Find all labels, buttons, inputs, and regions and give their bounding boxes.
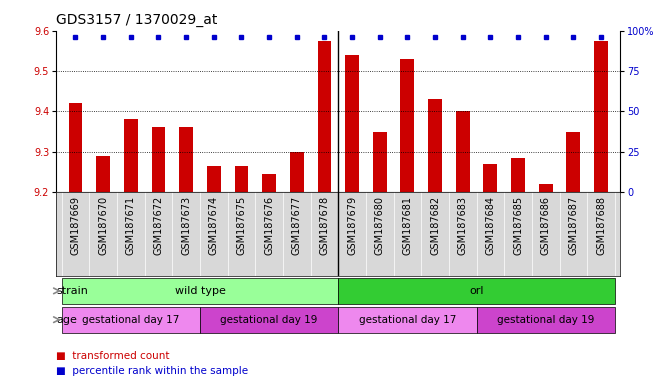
Bar xyxy=(338,307,477,333)
Text: wild type: wild type xyxy=(174,286,225,296)
Bar xyxy=(124,119,138,192)
Text: GSM187688: GSM187688 xyxy=(596,196,606,255)
Text: GSM187669: GSM187669 xyxy=(71,196,81,255)
Bar xyxy=(484,164,497,192)
Text: orl: orl xyxy=(469,286,484,296)
Bar xyxy=(594,41,608,192)
Text: GSM187673: GSM187673 xyxy=(181,196,191,255)
Bar xyxy=(401,59,414,192)
Text: GSM187680: GSM187680 xyxy=(375,196,385,255)
Bar xyxy=(317,41,331,192)
Text: GSM187687: GSM187687 xyxy=(568,196,578,255)
Bar xyxy=(61,307,200,333)
Bar xyxy=(180,127,193,192)
Bar xyxy=(428,99,442,192)
Text: GSM187679: GSM187679 xyxy=(347,196,357,255)
Text: GSM187670: GSM187670 xyxy=(98,196,108,255)
Text: gestational day 19: gestational day 19 xyxy=(220,314,317,325)
Bar xyxy=(539,184,552,192)
Text: GSM187674: GSM187674 xyxy=(209,196,218,255)
Text: GDS3157 / 1370029_at: GDS3157 / 1370029_at xyxy=(56,13,218,27)
Bar xyxy=(338,278,615,304)
Text: GSM187684: GSM187684 xyxy=(485,196,496,255)
Bar xyxy=(61,278,338,304)
Bar xyxy=(566,132,580,192)
Bar xyxy=(477,307,615,333)
Text: gestational day 19: gestational day 19 xyxy=(497,314,595,325)
Text: GSM187678: GSM187678 xyxy=(319,196,329,255)
Bar xyxy=(456,111,470,192)
Bar xyxy=(207,166,220,192)
Bar xyxy=(96,156,110,192)
Text: gestational day 17: gestational day 17 xyxy=(82,314,180,325)
Bar xyxy=(200,307,338,333)
Bar xyxy=(345,55,359,192)
Text: GSM187677: GSM187677 xyxy=(292,196,302,255)
Text: GSM187685: GSM187685 xyxy=(513,196,523,255)
Text: GSM187683: GSM187683 xyxy=(458,196,468,255)
Bar xyxy=(373,132,387,192)
Text: GSM187671: GSM187671 xyxy=(126,196,136,255)
Text: gestational day 17: gestational day 17 xyxy=(359,314,456,325)
Text: GSM187676: GSM187676 xyxy=(264,196,274,255)
Text: GSM187681: GSM187681 xyxy=(403,196,412,255)
Text: GSM187682: GSM187682 xyxy=(430,196,440,255)
Bar xyxy=(290,152,304,192)
Bar xyxy=(234,166,248,192)
Text: GSM187675: GSM187675 xyxy=(236,196,246,255)
Bar xyxy=(69,103,82,192)
Bar xyxy=(152,127,166,192)
Bar xyxy=(262,174,276,192)
Text: age: age xyxy=(57,314,77,325)
Text: ■  transformed count: ■ transformed count xyxy=(56,351,170,361)
Text: ■  percentile rank within the sample: ■ percentile rank within the sample xyxy=(56,366,248,376)
Text: GSM187686: GSM187686 xyxy=(541,196,550,255)
Bar xyxy=(511,158,525,192)
Text: GSM187672: GSM187672 xyxy=(153,196,164,255)
Text: strain: strain xyxy=(57,286,88,296)
